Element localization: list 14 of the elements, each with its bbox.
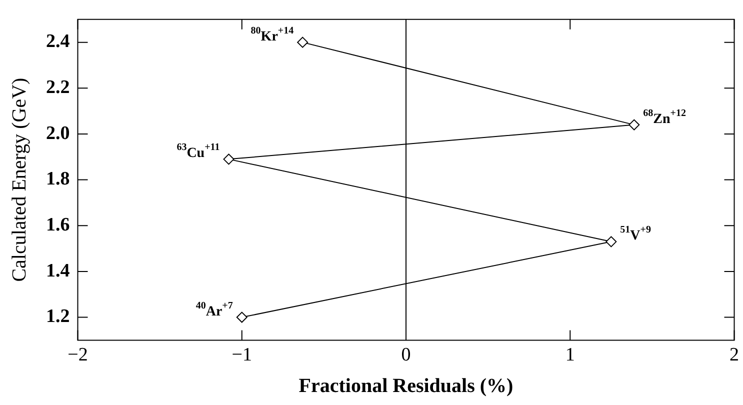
- y-tick-label: 1.6: [46, 214, 70, 236]
- x-tick-label: 2: [730, 344, 739, 366]
- x-tick-label: −1: [232, 344, 252, 366]
- y-tick-label: 2.2: [46, 77, 70, 98]
- y-tick-label: 2.0: [46, 122, 70, 144]
- y-tick-label: 2.4: [46, 31, 70, 52]
- y-tick-label: 1.4: [46, 260, 70, 282]
- y-tick-label: 1.8: [46, 168, 70, 190]
- x-tick-label: 1: [565, 344, 575, 366]
- y-axis-title: Calculated Energy (GeV): [8, 78, 30, 282]
- y-tick-label: 1.2: [46, 306, 70, 328]
- x-axis-title: Fractional Residuals (%): [298, 375, 514, 398]
- x-tick-label: −2: [68, 344, 88, 366]
- x-tick-label: 0: [401, 344, 411, 366]
